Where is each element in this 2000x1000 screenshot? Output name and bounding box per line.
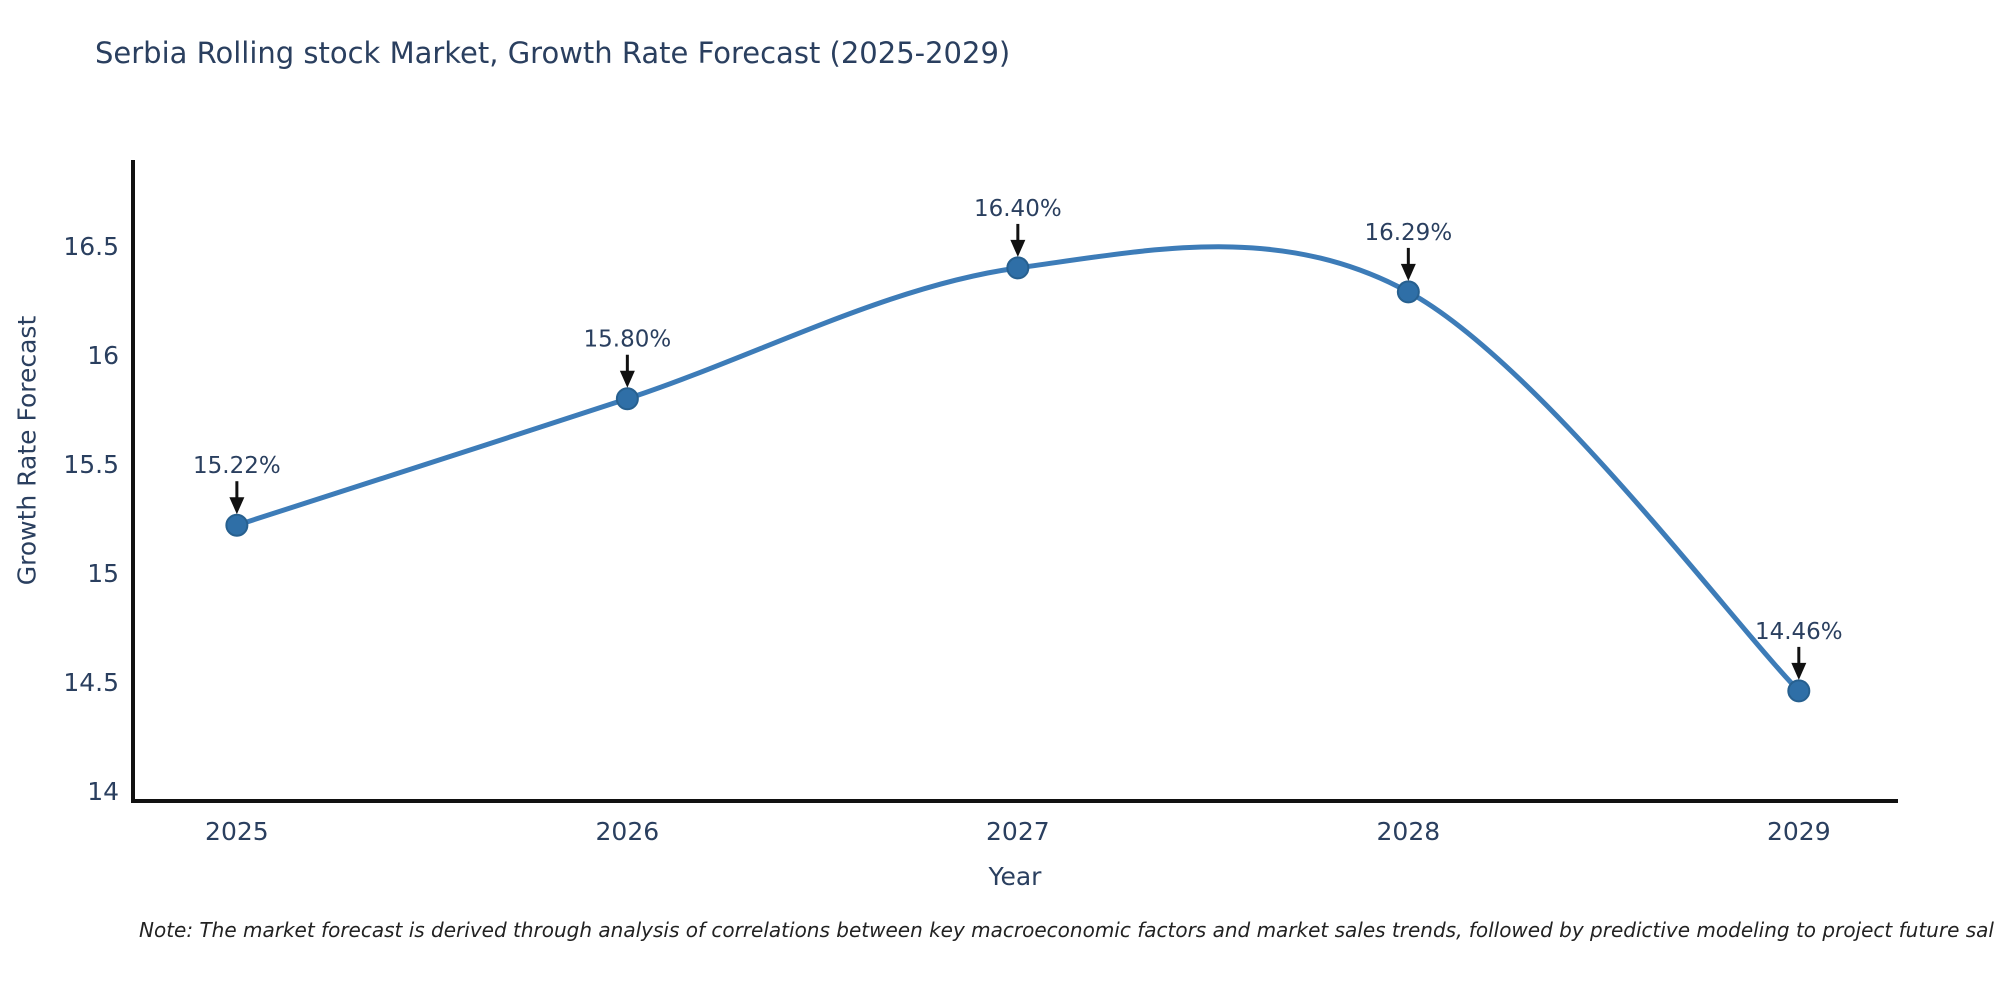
y-tick-label: 15 (87, 559, 119, 588)
annotation-2029: 14.46% (1755, 619, 1843, 680)
data-point-2026[interactable] (615, 387, 639, 411)
y-tick-label: 16.5 (63, 232, 119, 261)
annotation-label: 14.46% (1755, 619, 1843, 645)
y-tick-label: 14.5 (63, 668, 119, 697)
x-axis-title: Year (988, 862, 1042, 891)
data-point-2027[interactable] (1006, 256, 1030, 280)
x-tick-label: 2026 (596, 817, 660, 846)
annotation-label: 15.22% (193, 453, 281, 479)
annotation-2025: 15.22% (193, 453, 281, 515)
annotation-label: 15.80% (584, 327, 672, 353)
annotation-label: 16.29% (1364, 220, 1452, 246)
data-point-2029[interactable] (1787, 679, 1811, 703)
x-tick-label: 2027 (986, 817, 1050, 846)
data-point-2025[interactable] (225, 513, 249, 537)
y-tick-label: 15.5 (63, 450, 119, 479)
annotation-arrowhead-icon (229, 497, 245, 515)
annotation-arrowhead-icon (1010, 239, 1026, 257)
y-tick-label: 16 (87, 341, 119, 370)
chart-title: Serbia Rolling stock Market, Growth Rate… (95, 36, 1011, 70)
y-axis-title: Growth Rate Forecast (12, 315, 42, 586)
x-tick-label: 2025 (205, 817, 269, 846)
annotation-2027: 16.40% (974, 196, 1062, 257)
annotation-arrowhead-icon (1791, 662, 1807, 680)
data-point-2028[interactable] (1396, 280, 1420, 304)
annotation-label: 16.40% (974, 196, 1062, 222)
x-tick-label: 2029 (1767, 817, 1831, 846)
annotation-arrowhead-icon (1400, 263, 1416, 281)
y-tick-label: 14 (87, 777, 119, 806)
series-line (234, 244, 1802, 694)
annotation-arrowhead-icon (619, 370, 635, 388)
annotation-2028: 16.29% (1364, 220, 1452, 281)
axis-lines (131, 160, 1898, 803)
footnote: Note: The market forecast is derived thr… (139, 918, 1994, 942)
x-tick-label: 2028 (1377, 817, 1441, 846)
annotation-2026: 15.80% (584, 327, 672, 388)
